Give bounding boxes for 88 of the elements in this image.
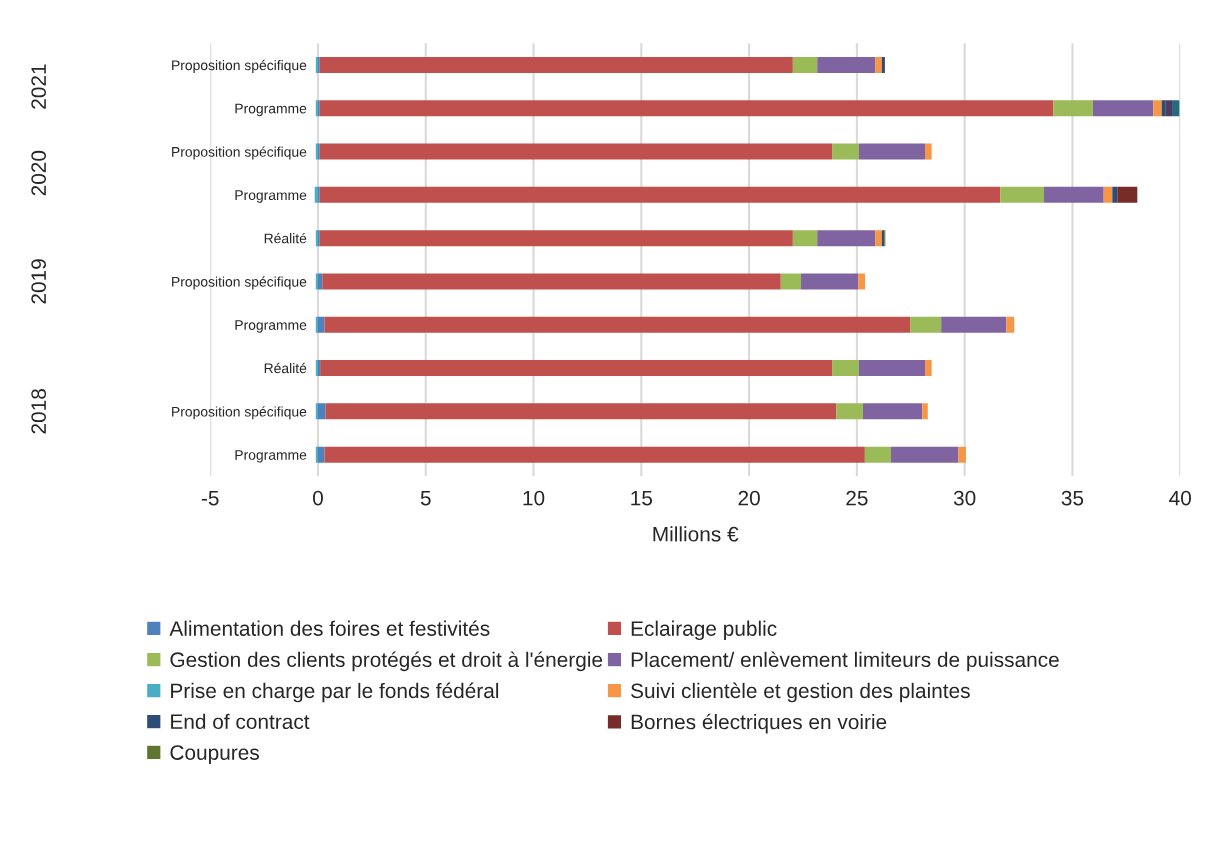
x-tick-label: 30 <box>953 490 976 506</box>
bar <box>1043 186 1104 203</box>
bar <box>881 56 885 73</box>
bar <box>319 230 793 247</box>
bar <box>1117 186 1138 203</box>
text: 2021 <box>31 64 47 109</box>
x-tick-label: 15 <box>631 490 653 506</box>
bar <box>1053 100 1093 117</box>
x-tick-label: 5 <box>420 490 431 506</box>
legend-label: Gestion des clients protégés et droit à l'énergie <box>170 651 603 672</box>
bar <box>817 230 876 247</box>
bar <box>1103 186 1113 203</box>
y-tick-label: Programme <box>235 320 307 333</box>
bar <box>858 273 866 290</box>
bar <box>859 143 925 160</box>
bar <box>832 360 860 377</box>
bar <box>324 316 911 333</box>
bar <box>801 273 859 290</box>
legend-label: Suivi clientèle et gestion des plaintes <box>631 682 970 703</box>
y-tick-label: Réalité <box>264 362 307 374</box>
bar <box>924 143 932 160</box>
bar <box>1165 100 1173 117</box>
bar <box>875 230 882 247</box>
x-tick-label: 0 <box>312 490 323 506</box>
bar <box>792 56 818 73</box>
bar <box>319 100 1054 117</box>
bar <box>875 56 882 73</box>
bar <box>315 316 318 333</box>
bar <box>317 273 323 290</box>
bar <box>941 316 1007 333</box>
bar <box>320 360 833 377</box>
bar <box>1000 186 1044 203</box>
bar <box>315 446 318 463</box>
bar <box>319 56 793 73</box>
bar <box>322 273 781 290</box>
bar <box>792 230 818 247</box>
bar <box>910 316 942 333</box>
text: 2018 <box>31 389 47 434</box>
bar <box>862 403 923 420</box>
legend-label: Bornes électriques en voirie <box>631 713 887 734</box>
bar <box>325 403 837 420</box>
text: 2019 <box>31 259 47 304</box>
x-tick-label: 10 <box>523 490 545 506</box>
bar <box>859 360 925 377</box>
bar <box>315 273 318 290</box>
x-axis-title: Millions € <box>653 526 739 542</box>
y-tick-label: Réalité <box>264 232 307 244</box>
bar <box>1092 100 1154 117</box>
x-tick-label: 35 <box>1061 490 1084 506</box>
y-tick-label: Proposition spécifique <box>172 406 307 420</box>
bar <box>817 56 876 73</box>
bar <box>890 446 959 463</box>
legend-label: Coupures <box>170 745 259 765</box>
bar <box>319 143 833 160</box>
bar <box>319 186 1001 203</box>
y-tick-label: Programme <box>235 103 307 117</box>
bar <box>1172 100 1180 117</box>
bar <box>1006 316 1015 333</box>
bar <box>958 446 966 463</box>
x-tick-label: 40 <box>1169 490 1191 506</box>
bar <box>836 403 863 420</box>
bar <box>924 360 932 377</box>
text: 2020 <box>31 150 47 196</box>
legend-label: Placement/ enlèvement limiteurs de puissance <box>631 651 1059 672</box>
bar <box>864 446 891 463</box>
bar <box>832 143 860 160</box>
bar <box>317 403 326 420</box>
bar <box>315 403 318 420</box>
x-tick-label: -5 <box>201 490 219 506</box>
y-tick-label: Programme <box>235 450 307 463</box>
x-tick-label: 25 <box>846 490 868 506</box>
legend-label: End of contract <box>171 713 310 730</box>
y-tick-label: Proposition spécifique <box>172 146 307 160</box>
bar <box>324 446 865 463</box>
bar <box>780 273 802 290</box>
x-tick-label: 20 <box>738 490 760 506</box>
bar <box>1112 186 1118 203</box>
bar <box>317 316 325 333</box>
bar <box>922 403 928 420</box>
bar <box>317 446 325 463</box>
legend-label: Alimentation des foires et festivités <box>169 620 490 636</box>
y-tick-label: Proposition spécifique <box>172 276 307 290</box>
y-tick-label: Programme <box>235 190 307 203</box>
y-tick-label: Proposition spécifique <box>172 59 307 73</box>
legend-label: Eclairage public <box>631 620 777 641</box>
bar <box>1161 100 1166 117</box>
legend-label: Prise en charge par le fonds fédéral <box>171 682 499 703</box>
bar <box>1153 100 1162 117</box>
